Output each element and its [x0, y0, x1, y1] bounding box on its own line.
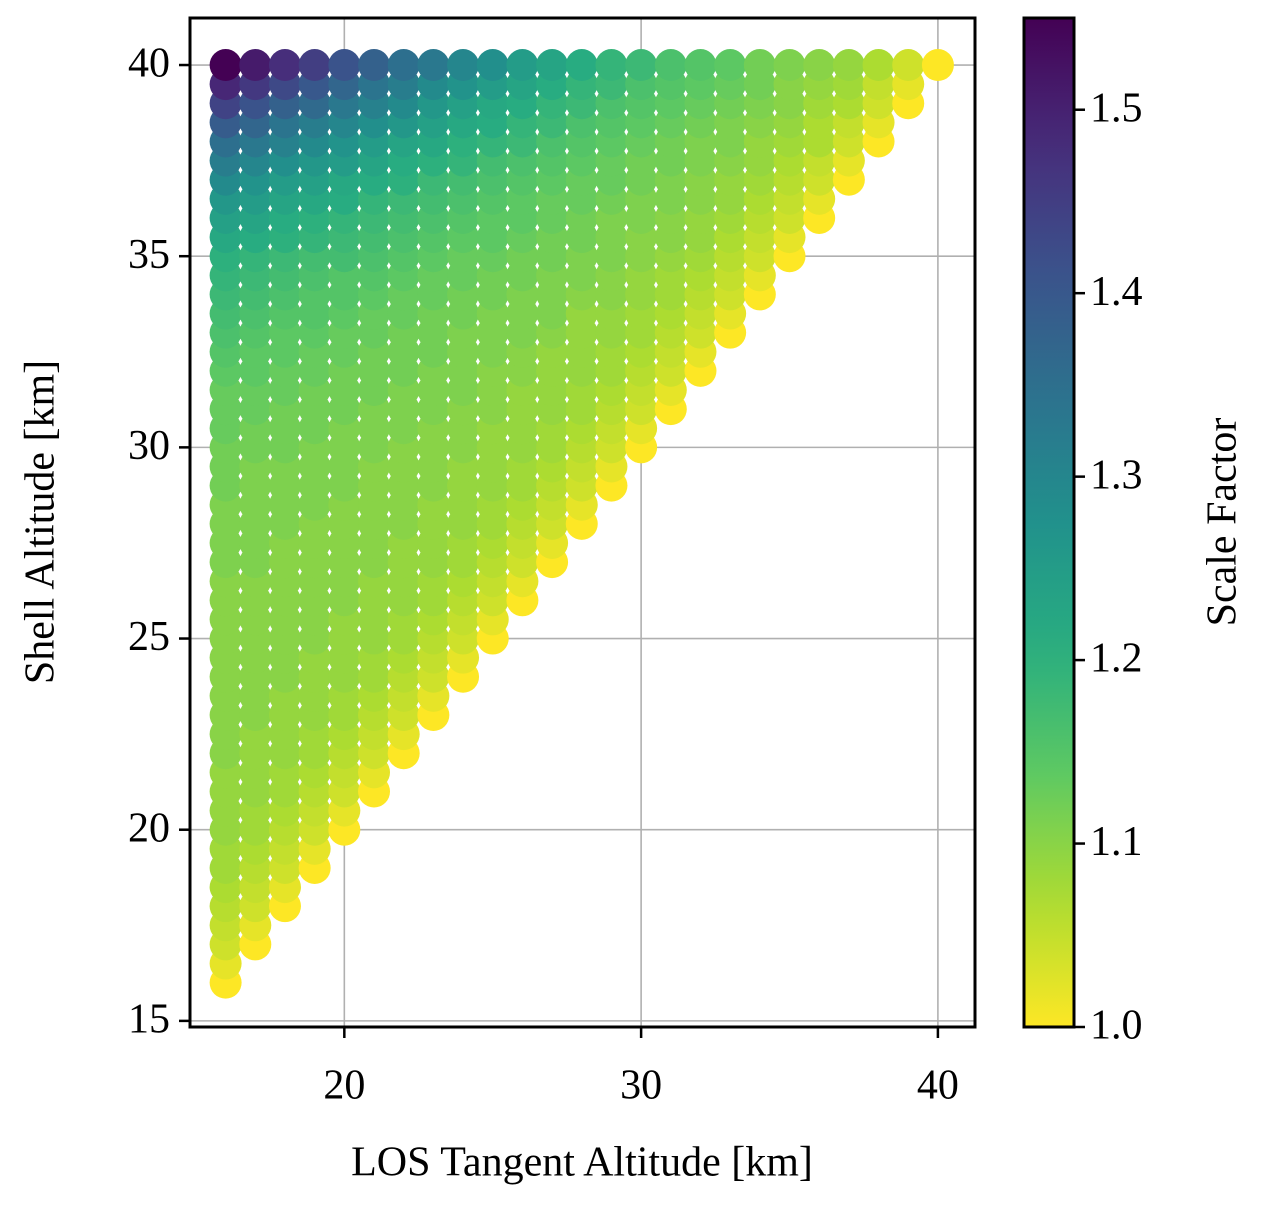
point [506, 49, 539, 82]
point [298, 49, 331, 82]
y-tick-label: 20 [128, 805, 170, 851]
point [268, 49, 301, 82]
y-tick-label: 15 [128, 997, 170, 1043]
y-tick-label: 40 [128, 41, 170, 87]
point [921, 49, 954, 82]
point [803, 49, 836, 82]
point [209, 49, 242, 82]
point [773, 49, 806, 82]
point [832, 49, 865, 82]
point [239, 49, 272, 82]
x-tick-label: 40 [917, 1063, 959, 1109]
colorbar-tick-label: 1.4 [1090, 269, 1143, 315]
y-axis-label: Shell Altitude [km] [18, 360, 64, 684]
point [358, 49, 391, 82]
y-tick-label: 35 [128, 232, 170, 278]
colorbar-tick-label: 1.1 [1090, 819, 1143, 865]
colorbar [1022, 16, 1076, 1029]
point [387, 49, 420, 82]
colorbar-tick-label: 1.5 [1090, 85, 1143, 131]
point [536, 49, 569, 82]
axes-frame [188, 16, 977, 1029]
points [209, 49, 954, 999]
point [654, 49, 687, 82]
colorbar-label: Scale Factor [1200, 418, 1246, 627]
point [625, 49, 658, 82]
point [476, 49, 509, 82]
point [417, 49, 450, 82]
point [565, 49, 598, 82]
x-tick-label: 20 [323, 1063, 365, 1109]
point [595, 49, 628, 82]
point [714, 49, 747, 82]
point [892, 49, 925, 82]
y-tick-label: 25 [128, 614, 170, 660]
y-tick-label: 30 [128, 423, 170, 469]
point [862, 49, 895, 82]
x-tick-label: 30 [620, 1063, 662, 1109]
x-axis-label: LOS Tangent Altitude [km] [351, 1140, 813, 1186]
point [447, 49, 480, 82]
point [328, 49, 361, 82]
colorbar-tick-label: 1.0 [1090, 1003, 1143, 1049]
point [684, 49, 717, 82]
point [743, 49, 776, 82]
colorbar-tick-label: 1.2 [1090, 636, 1143, 682]
colorbar-tick-label: 1.3 [1090, 452, 1143, 498]
